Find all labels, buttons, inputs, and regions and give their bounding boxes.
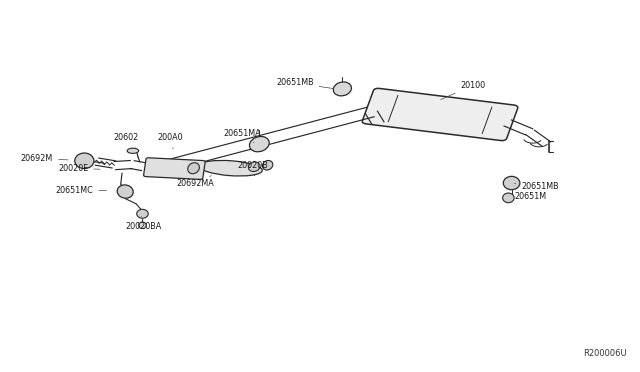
Text: 20651M: 20651M (511, 190, 547, 201)
Text: 20651MC: 20651MC (56, 186, 106, 195)
FancyBboxPatch shape (143, 158, 205, 179)
Ellipse shape (248, 162, 260, 171)
Text: 20020BA: 20020BA (125, 217, 162, 231)
Ellipse shape (250, 137, 269, 152)
Text: 20651MA: 20651MA (223, 129, 261, 143)
Text: 20020E: 20020E (58, 164, 100, 173)
Ellipse shape (75, 153, 94, 169)
Ellipse shape (127, 148, 139, 153)
Text: 20020B: 20020B (237, 161, 268, 170)
Ellipse shape (139, 222, 147, 229)
Text: 20651MB: 20651MB (515, 182, 559, 191)
Text: 20692MA: 20692MA (177, 176, 214, 188)
Text: 20692M: 20692M (21, 154, 68, 163)
Text: 20651MB: 20651MB (276, 78, 333, 89)
Ellipse shape (188, 163, 200, 174)
Ellipse shape (262, 160, 273, 170)
Ellipse shape (503, 176, 520, 190)
FancyBboxPatch shape (362, 88, 518, 141)
Ellipse shape (117, 185, 133, 198)
Ellipse shape (333, 82, 351, 96)
Text: R200006U: R200006U (583, 349, 627, 358)
Ellipse shape (199, 160, 262, 176)
Ellipse shape (137, 209, 148, 218)
Text: 200A0: 200A0 (157, 133, 183, 149)
Text: 20602: 20602 (113, 133, 138, 147)
Text: 20100: 20100 (441, 81, 486, 100)
Ellipse shape (502, 193, 514, 203)
